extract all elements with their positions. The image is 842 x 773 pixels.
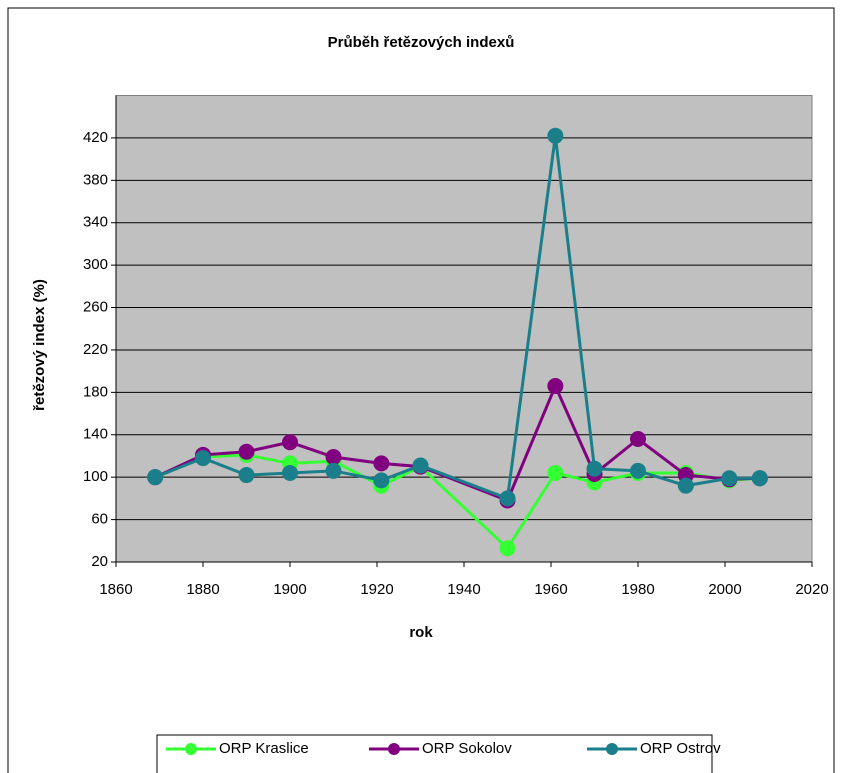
legend: ORP Kraslice ORP Sokolov ORP Ostrov [156, 734, 721, 773]
data-point [325, 462, 342, 479]
data-point [499, 540, 516, 557]
legend-label: ORP Kraslice [219, 740, 309, 757]
x-tick-label: 2020 [795, 581, 828, 598]
data-point [586, 460, 603, 477]
data-point [195, 450, 211, 467]
y-tick-label: 100 [83, 468, 108, 485]
x-tick-label: 1920 [360, 581, 393, 598]
chart-title: Průběh řetězových indexů [328, 34, 515, 51]
data-point [499, 490, 516, 507]
y-tick-label: 220 [83, 341, 108, 358]
data-point [412, 457, 429, 474]
y-tick-label: 20 [91, 553, 108, 570]
data-point [630, 431, 646, 448]
legend-marker [388, 743, 400, 755]
x-tick-label: 2000 [708, 581, 741, 598]
data-point [238, 467, 255, 484]
y-tick-label: 260 [83, 299, 108, 316]
legend-label: ORP Ostrov [640, 740, 721, 757]
x-axis-title: rok [409, 624, 433, 641]
plot-area [115, 95, 813, 563]
data-point [373, 472, 390, 489]
y-tick-label: 420 [83, 129, 108, 146]
x-tick-label: 1960 [534, 581, 567, 598]
y-tick-label: 140 [83, 426, 108, 443]
x-tick-label: 1940 [447, 581, 480, 598]
y-tick-label: 180 [83, 383, 108, 400]
legend-label: ORP Sokolov [422, 740, 512, 757]
data-point [547, 378, 564, 395]
y-tick-label: 60 [91, 511, 108, 528]
data-point [721, 470, 738, 487]
x-tick-label: 1880 [186, 581, 219, 598]
data-point [751, 470, 768, 487]
legend-marker [185, 743, 197, 755]
data-point [282, 464, 298, 481]
data-point [547, 127, 564, 144]
x-tick-label: 1980 [621, 581, 654, 598]
y-tick-label: 340 [83, 214, 108, 231]
x-tick-label: 1860 [99, 581, 132, 598]
y-axis-title: řetězový index (%) [31, 279, 48, 411]
legend-box [156, 734, 713, 773]
x-tick-label: 1900 [273, 581, 306, 598]
data-point [677, 477, 694, 494]
data-point [630, 462, 646, 479]
data-point [147, 469, 164, 486]
data-point [282, 434, 298, 451]
data-point [238, 443, 255, 460]
data-point [325, 449, 342, 466]
data-point [373, 455, 390, 472]
y-tick-label: 380 [83, 171, 108, 188]
legend-marker [606, 743, 618, 755]
data-point [547, 464, 564, 481]
y-tick-label: 300 [83, 256, 108, 273]
